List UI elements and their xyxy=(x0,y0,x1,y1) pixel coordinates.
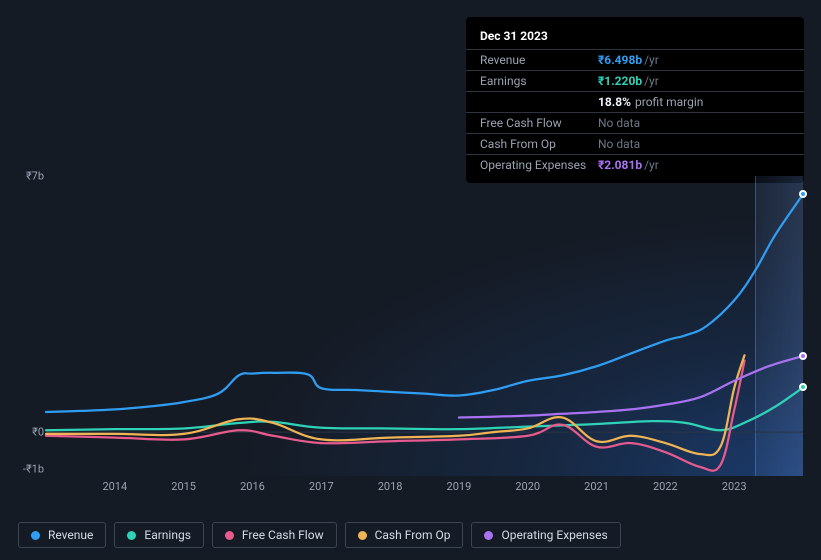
x-axis-label: 2018 xyxy=(378,480,403,493)
financials-chart[interactable]: ₹7b ₹0 -₹1b 2014 2015 2016 2017 2018 2019 2020 202… xyxy=(18,160,803,490)
legend-swatch xyxy=(127,531,136,540)
series-end-marker xyxy=(799,352,807,360)
tooltip-row-label: Free Cash Flow xyxy=(480,116,598,130)
tooltip-rows: Revenue₹6.498b/yrEarnings₹1.220b/yr18.8%… xyxy=(466,50,804,175)
legend-swatch xyxy=(358,531,367,540)
series-line xyxy=(459,356,803,417)
series-end-marker xyxy=(799,190,807,198)
tooltip-row-label: Revenue xyxy=(480,53,598,67)
x-axis-label: 2022 xyxy=(653,480,678,493)
x-axis-label: 2017 xyxy=(309,480,334,493)
chart-lines-svg xyxy=(46,176,803,476)
tooltip-row-value: No data xyxy=(598,137,640,151)
plot-area xyxy=(46,176,803,476)
tooltip-row-label: Earnings xyxy=(480,74,598,88)
tooltip-row-label: Cash From Op xyxy=(480,137,598,151)
legend-label: Free Cash Flow xyxy=(242,528,324,542)
tooltip-row: Revenue₹6.498b/yr xyxy=(466,50,804,71)
x-axis-label: 2014 xyxy=(102,480,127,493)
x-axis-label: 2019 xyxy=(447,480,472,493)
legend-item[interactable]: Operating Expenses xyxy=(471,522,620,548)
x-axis-label: 2023 xyxy=(722,480,747,493)
tooltip-row: Cash From OpNo data xyxy=(466,134,804,155)
legend-label: Earnings xyxy=(144,528,191,542)
tooltip-row-value: No data xyxy=(598,116,640,130)
legend-label: Operating Expenses xyxy=(501,528,607,542)
series-end-marker xyxy=(799,383,807,391)
legend-label: Cash From Op xyxy=(375,528,451,542)
tooltip-subrow: 18.8%profit margin xyxy=(466,92,804,113)
legend-swatch xyxy=(31,531,40,540)
x-axis-label: 2021 xyxy=(584,480,609,493)
data-tooltip: Dec 31 2023 Revenue₹6.498b/yrEarnings₹1.… xyxy=(466,17,804,183)
tooltip-row: Earnings₹1.220b/yr xyxy=(466,71,804,92)
legend-item[interactable]: Revenue xyxy=(18,522,106,548)
series-line xyxy=(46,194,803,412)
series-line xyxy=(46,361,745,471)
legend: Revenue Earnings Free Cash Flow Cash From O… xyxy=(18,522,621,548)
legend-item[interactable]: Earnings xyxy=(114,522,204,548)
legend-swatch xyxy=(225,531,234,540)
legend-item[interactable]: Free Cash Flow xyxy=(212,522,337,548)
legend-swatch xyxy=(484,531,493,540)
y-axis-label: ₹7b xyxy=(26,170,44,183)
x-axis-label: 2020 xyxy=(515,480,540,493)
tooltip-row-value: ₹1.220b/yr xyxy=(598,74,659,88)
tooltip-date: Dec 31 2023 xyxy=(466,25,804,50)
x-axis-label: 2016 xyxy=(240,480,265,493)
y-axis-label: ₹0 xyxy=(32,426,44,439)
tooltip-row-value: ₹6.498b/yr xyxy=(598,53,659,67)
y-axis-label: -₹1b xyxy=(23,462,44,475)
tooltip-row: Free Cash FlowNo data xyxy=(466,113,804,134)
legend-item[interactable]: Cash From Op xyxy=(345,522,464,548)
legend-label: Revenue xyxy=(48,528,93,542)
x-axis-label: 2015 xyxy=(171,480,196,493)
